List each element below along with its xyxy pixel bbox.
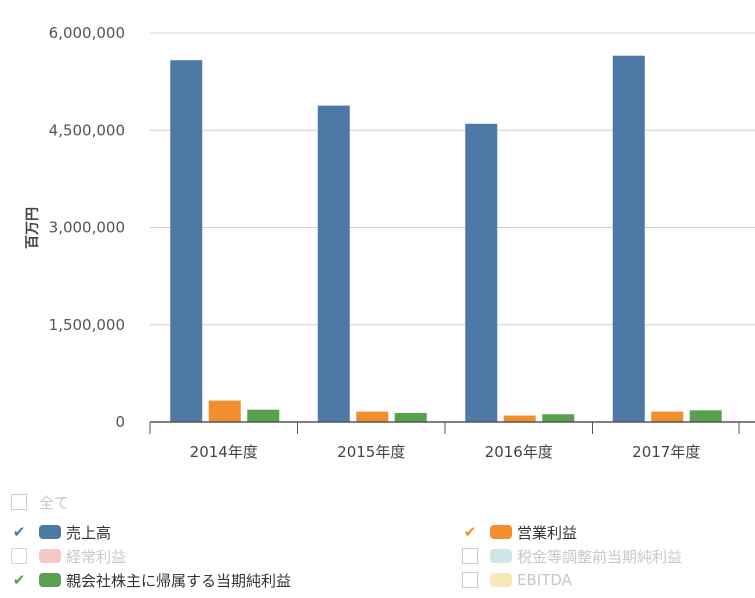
x-axis-ticks (149, 422, 740, 434)
y-tick-label: 3,000,000 (49, 219, 125, 237)
legend-item[interactable]: ✔ 営業利益 (462, 521, 577, 543)
legend-label-all: 全て (39, 493, 70, 512)
legend-label: 経常利益 (66, 547, 127, 566)
legend-item[interactable]: 経常利益 (11, 545, 126, 567)
bar[interactable] (247, 409, 280, 422)
check-icon[interactable]: ✔ (12, 571, 26, 589)
legend-label: 税金等調整前当期純利益 (517, 547, 683, 566)
y-tick-label: 1,500,000 (49, 316, 125, 334)
legend-swatch (490, 549, 512, 563)
bar[interactable] (542, 414, 575, 422)
check-icon[interactable]: ✔ (463, 523, 477, 541)
legend-swatch (490, 525, 512, 539)
checkbox-unchecked[interactable] (11, 548, 27, 564)
legend-item-all[interactable]: 全て (11, 491, 69, 513)
x-category-label: 2017年度 (632, 443, 700, 461)
legend-label: 親会社株主に帰属する当期純利益 (66, 571, 292, 590)
bar[interactable] (356, 411, 389, 422)
legend-item[interactable]: EBITDA (462, 569, 572, 591)
legend-swatch (39, 549, 61, 563)
x-category-label: 2014年度 (190, 443, 258, 461)
y-tick-label: 0 (115, 413, 125, 431)
checkbox-unchecked[interactable] (462, 548, 478, 564)
bar[interactable] (317, 105, 350, 422)
legend-swatch (39, 525, 61, 539)
checkbox-all[interactable] (11, 494, 27, 510)
x-axis-category-labels: 2014年度 2015年度 2016年度 2017年度 (190, 443, 701, 461)
legend-label: 営業利益 (517, 523, 578, 542)
legend-item[interactable]: 税金等調整前当期純利益 (462, 545, 682, 567)
x-category-label: 2015年度 (337, 443, 405, 461)
bar[interactable] (651, 411, 684, 422)
bar-chart: 0 1,500,000 3,000,000 4,500,000 6,000,000 百万… (25, 24, 755, 461)
bar[interactable] (689, 410, 722, 422)
check-icon[interactable]: ✔ (12, 523, 26, 541)
x-category-label: 2016年度 (485, 443, 553, 461)
y-tick-label: 6,000,000 (49, 24, 125, 42)
gridlines (150, 32, 755, 326)
bar[interactable] (612, 55, 645, 423)
bar[interactable] (170, 60, 203, 422)
bar[interactable] (503, 415, 536, 422)
y-axis-tick-labels: 0 1,500,000 3,000,000 4,500,000 6,000,000 (49, 24, 125, 431)
y-axis-label: 百万円 (25, 207, 41, 249)
legend-item[interactable]: ✔ 親会社株主に帰属する当期純利益 (11, 569, 291, 591)
legend-swatch (490, 573, 512, 587)
y-tick-label: 4,500,000 (49, 121, 125, 139)
legend: 全て ✔ 売上高 ✔ 営業利益経常利益 税金等調整前当期純利益 ✔ 親会社株主に帰属する当期… (0, 485, 755, 598)
bar[interactable] (394, 412, 427, 422)
bar[interactable] (465, 123, 498, 423)
legend-item[interactable]: ✔ 売上高 (11, 521, 111, 543)
legend-swatch (39, 573, 61, 587)
legend-label: EBITDA (517, 571, 572, 589)
bar[interactable] (208, 400, 241, 422)
checkbox-unchecked[interactable] (462, 572, 478, 588)
bars (170, 55, 722, 423)
legend-label: 売上高 (66, 523, 112, 542)
